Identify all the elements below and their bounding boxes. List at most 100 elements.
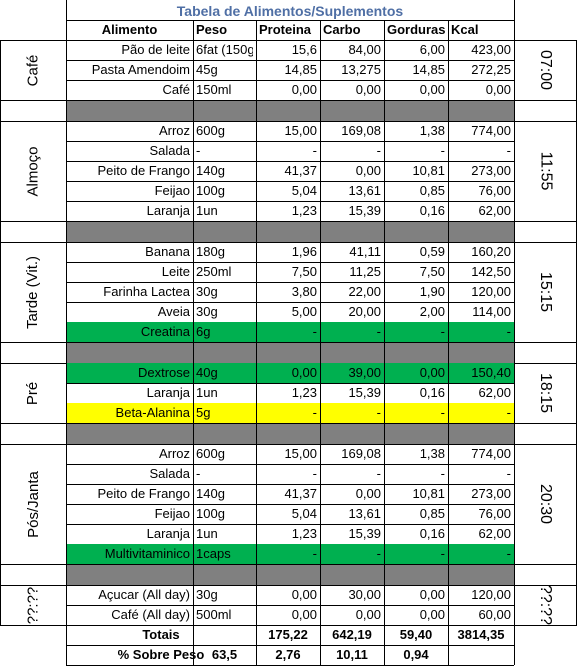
cell-proteina[interactable]: 15,00 <box>284 123 317 138</box>
column-header-proteina[interactable]: Proteina <box>259 22 312 37</box>
column-header-kcal[interactable]: Kcal <box>451 22 479 37</box>
cell-alimento[interactable]: Café (All day) <box>111 607 190 622</box>
cell-gorduras[interactable]: 6,00 <box>419 42 445 57</box>
cell-proteina[interactable]: 1,23 <box>291 385 317 400</box>
cell-proteina[interactable]: - <box>312 546 317 561</box>
cell-gorduras[interactable]: 1,38 <box>419 123 445 138</box>
cell-kcal[interactable]: - <box>506 143 511 158</box>
cell-proteina[interactable]: 0,00 <box>291 365 317 380</box>
cell-proteina[interactable]: 5,00 <box>291 304 317 319</box>
cell-kcal[interactable]: 120,00 <box>471 284 511 299</box>
cell-carbo[interactable]: 13,61 <box>348 506 381 521</box>
cell-alimento[interactable]: Café <box>162 82 190 97</box>
cell-peso[interactable]: 600g <box>196 123 225 138</box>
cell-carbo[interactable]: 169,08 <box>341 446 381 461</box>
percent-row-proteina[interactable]: 2,76 <box>275 647 301 662</box>
cell-carbo[interactable]: 22,00 <box>348 284 381 299</box>
cell-carbo[interactable]: - <box>376 466 381 481</box>
cell-carbo[interactable]: 0,00 <box>355 163 381 178</box>
cell-carbo[interactable]: 15,39 <box>348 526 381 541</box>
cell-kcal[interactable]: 142,50 <box>471 264 511 279</box>
cell-peso[interactable]: 1un <box>196 203 218 218</box>
cell-gorduras[interactable]: 2,00 <box>419 304 445 319</box>
cell-kcal[interactable]: - <box>506 405 511 420</box>
cell-carbo[interactable]: 39,00 <box>348 365 381 380</box>
cell-proteina[interactable]: 3,80 <box>291 284 317 299</box>
cell-proteina[interactable]: 15,6 <box>291 42 317 57</box>
cell-gorduras[interactable]: 0,16 <box>419 203 445 218</box>
cell-kcal[interactable]: 272,25 <box>471 62 511 77</box>
column-header-alimento[interactable]: Alimento <box>101 22 158 37</box>
column-header-carbo[interactable]: Carbo <box>323 22 361 37</box>
cell-peso[interactable]: - <box>196 466 201 481</box>
cell-gorduras[interactable]: 0,59 <box>419 244 445 259</box>
cell-gorduras[interactable]: - <box>440 466 445 481</box>
percent-row-peso[interactable]: 63,5 <box>211 647 238 662</box>
cell-gorduras[interactable]: 0,00 <box>419 82 445 97</box>
totals-row-carbo[interactable]: 642,19 <box>332 627 372 642</box>
cell-proteina[interactable]: 5,04 <box>291 183 317 198</box>
cell-gorduras[interactable]: 1,90 <box>419 284 445 299</box>
cell-alimento[interactable]: Peito de Frango <box>97 163 190 178</box>
cell-kcal[interactable]: 273,00 <box>471 163 511 178</box>
cell-peso[interactable]: 30g <box>196 304 218 319</box>
cell-peso[interactable]: 40g <box>196 365 218 380</box>
cell-proteina[interactable]: 0,00 <box>291 82 317 97</box>
percent-row-carbo[interactable]: 10,11 <box>336 647 368 662</box>
cell-carbo[interactable]: 15,39 <box>348 385 381 400</box>
cell-gorduras[interactable]: 1,38 <box>419 446 445 461</box>
cell-proteina[interactable]: - <box>312 324 317 339</box>
cell-kcal[interactable]: 62,00 <box>478 203 511 218</box>
cell-peso[interactable]: 1caps <box>196 546 231 561</box>
cell-gorduras[interactable]: 0,85 <box>419 506 445 521</box>
cell-carbo[interactable]: 0,00 <box>355 82 381 97</box>
cell-gorduras[interactable]: 0,85 <box>419 183 445 198</box>
cell-alimento[interactable]: Laranja <box>146 526 190 541</box>
cell-kcal[interactable]: - <box>506 546 511 561</box>
cell-kcal[interactable]: 120,00 <box>471 587 511 602</box>
cell-kcal[interactable]: 160,20 <box>471 244 511 259</box>
cell-proteina[interactable]: 1,23 <box>291 203 317 218</box>
cell-peso[interactable]: 100g <box>196 183 225 198</box>
cell-peso[interactable]: 30g <box>196 284 218 299</box>
cell-peso[interactable]: 150ml <box>196 82 232 97</box>
cell-peso[interactable]: 6g <box>196 324 211 339</box>
cell-alimento[interactable]: Leite <box>161 264 190 279</box>
cell-gorduras[interactable]: 14,85 <box>412 62 445 77</box>
cell-peso[interactable]: 1un <box>196 385 218 400</box>
cell-gorduras[interactable]: 10,81 <box>412 163 445 178</box>
cell-gorduras[interactable]: - <box>440 324 445 339</box>
cell-gorduras[interactable]: 0,16 <box>419 526 445 541</box>
cell-kcal[interactable]: 114,00 <box>472 304 511 319</box>
cell-kcal[interactable]: 774,00 <box>471 123 511 138</box>
cell-peso[interactable]: 1un <box>196 526 218 541</box>
cell-peso[interactable]: 180g <box>196 244 225 259</box>
cell-alimento[interactable]: Laranja <box>146 385 190 400</box>
cell-alimento[interactable]: Multivitaminico <box>104 546 190 561</box>
cell-alimento[interactable]: Arroz <box>158 446 190 461</box>
column-header-gorduras[interactable]: Gorduras <box>387 22 445 37</box>
cell-proteina[interactable]: 14,85 <box>284 62 317 77</box>
cell-alimento[interactable]: Creatina <box>140 324 190 339</box>
cell-peso[interactable]: 30g <box>196 587 218 602</box>
cell-alimento[interactable]: Salada <box>149 143 190 158</box>
cell-kcal[interactable]: 150,40 <box>471 365 511 380</box>
cell-peso[interactable]: 250ml <box>196 264 232 279</box>
cell-kcal[interactable]: 0,00 <box>485 82 511 97</box>
cell-proteina[interactable]: 1,96 <box>291 244 317 259</box>
cell-gorduras[interactable]: - <box>440 143 445 158</box>
cell-gorduras[interactable]: 0,00 <box>419 607 445 622</box>
cell-peso[interactable]: 5g <box>196 405 211 420</box>
cell-carbo[interactable]: 11,25 <box>349 264 381 279</box>
totals-row-kcal[interactable]: 3814,35 <box>457 627 505 642</box>
cell-carbo[interactable]: 13,275 <box>341 62 381 77</box>
cell-gorduras[interactable]: 10,81 <box>412 486 445 501</box>
cell-proteina[interactable]: 5,04 <box>291 506 317 521</box>
cell-carbo[interactable]: - <box>376 324 381 339</box>
cell-alimento[interactable]: Pasta Amendoim <box>91 62 190 77</box>
cell-peso[interactable]: 45g <box>196 62 218 77</box>
column-header-peso[interactable]: Peso <box>196 22 228 37</box>
cell-proteina[interactable]: 41,37 <box>284 163 317 178</box>
cell-proteina[interactable]: - <box>312 405 317 420</box>
cell-gorduras[interactable]: 0,00 <box>419 587 445 602</box>
